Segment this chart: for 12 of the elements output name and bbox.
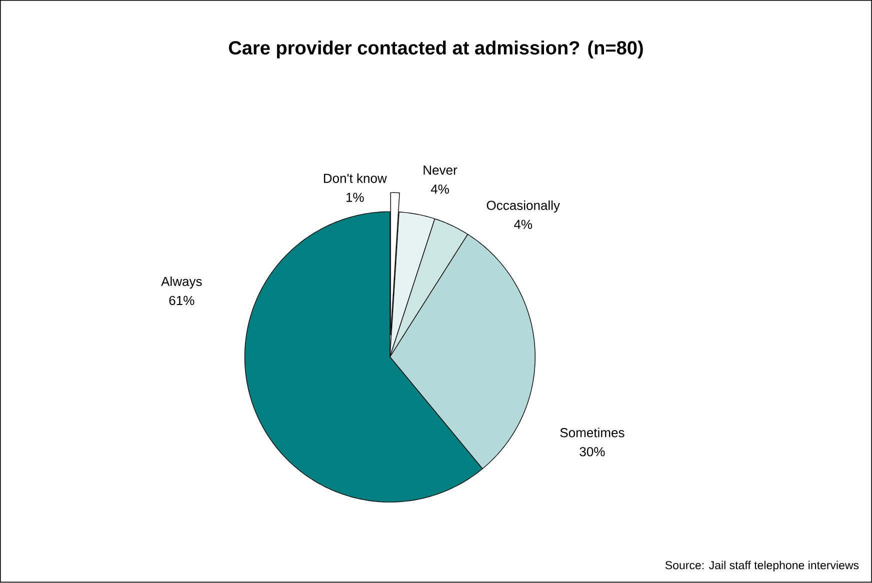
- data-label: 4%: [514, 220, 532, 230]
- slice-label: Occasionally: [486, 200, 560, 213]
- chart-title: Care provider contacted at admission? (n=80): [228, 40, 643, 59]
- slice-label: Never: [424, 166, 458, 175]
- data-label: 1%: [346, 193, 364, 202]
- slice-label: Don't know: [324, 174, 387, 184]
- slice-label: Sometimes: [560, 428, 624, 438]
- source-note: Source: Jail staff telephone interviews: [665, 561, 859, 572]
- data-label: 4%: [430, 184, 449, 194]
- data-label: 61%: [169, 296, 194, 306]
- slice-label: Always: [161, 276, 202, 289]
- data-label: 30%: [580, 447, 605, 456]
